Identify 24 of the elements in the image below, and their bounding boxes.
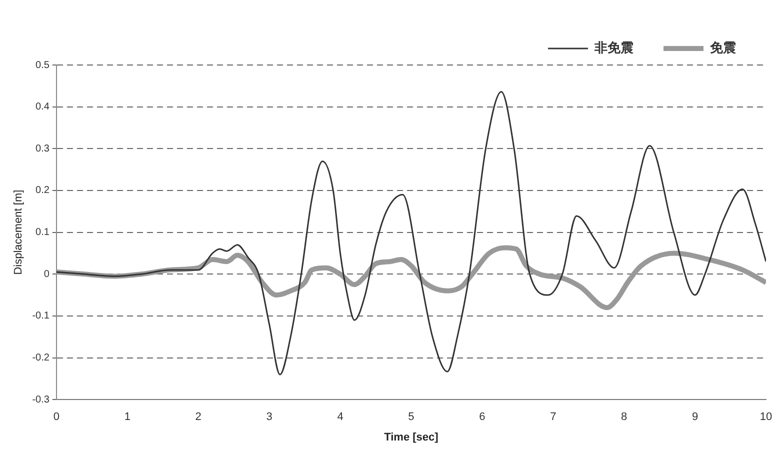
x-tick-label: 7 xyxy=(550,411,556,424)
x-tick-label: 3 xyxy=(266,411,272,424)
y-tick-label: -0.2 xyxy=(32,352,50,364)
x-tick-label: 1 xyxy=(124,411,130,424)
x-axis-title: Time [sec] xyxy=(384,431,439,444)
legend-label: 非免震 xyxy=(594,40,634,56)
x-tick-label: 8 xyxy=(621,411,628,424)
x-tick-label: 6 xyxy=(479,411,486,424)
y-axis-title: Displacement [m] xyxy=(12,190,25,275)
x-tick-label: 0 xyxy=(53,411,60,424)
x-tick-label: 2 xyxy=(195,411,202,424)
y-tick-label: 0.2 xyxy=(36,185,50,196)
x-tick-label: 10 xyxy=(760,411,772,424)
x-tick-label: 4 xyxy=(337,411,344,424)
y-tick-label: 0 xyxy=(44,268,50,280)
legend-label: 免震 xyxy=(709,40,736,56)
x-tick-label: 9 xyxy=(692,411,698,424)
y-tick-label: 0.3 xyxy=(36,143,50,154)
x-tick-label: 5 xyxy=(408,411,414,424)
y-tick-label: 0.4 xyxy=(36,102,50,113)
y-tick-label: -0.3 xyxy=(32,394,50,406)
y-tick-label: -0.1 xyxy=(32,310,50,322)
y-tick-label: 0.1 xyxy=(36,227,50,238)
y-tick-label: 0.5 xyxy=(36,60,50,71)
